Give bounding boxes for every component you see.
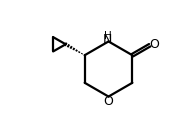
Text: N: N — [103, 33, 113, 46]
Text: H: H — [104, 31, 112, 41]
Text: O: O — [149, 38, 159, 51]
Text: O: O — [104, 95, 113, 108]
